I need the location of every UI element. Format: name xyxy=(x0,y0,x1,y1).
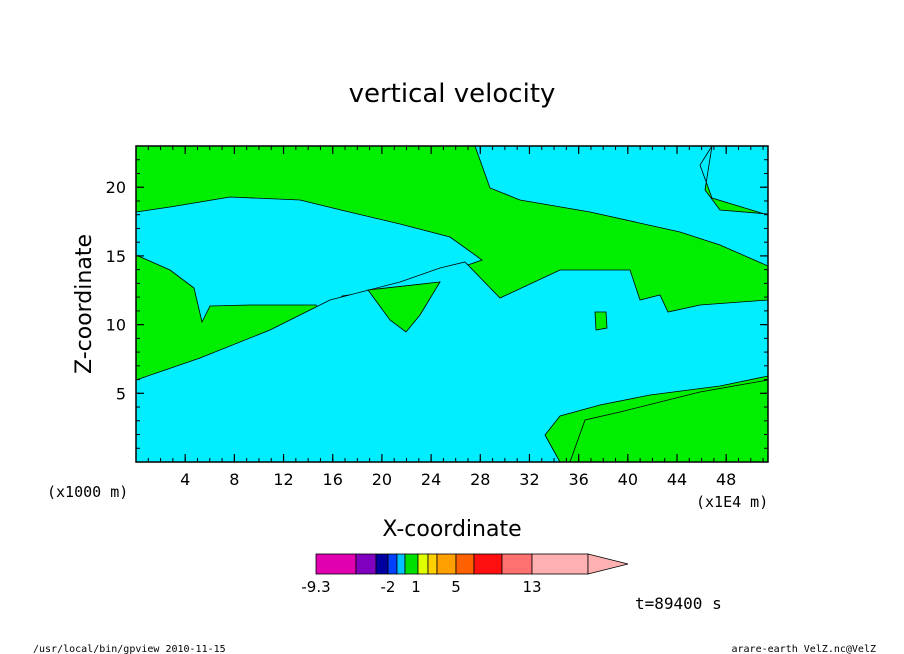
x-tick-label: 8 xyxy=(229,470,239,489)
x-tick-label: 4 xyxy=(180,470,190,489)
x-units-right: (x1E4 m) xyxy=(696,493,768,511)
y-tick-label: 20 xyxy=(106,178,126,197)
footer-right: arare-earth_VelZ.nc@VelZ xyxy=(732,644,877,654)
x-tick-label: 36 xyxy=(568,470,588,489)
x-tick-label: 16 xyxy=(323,470,343,489)
colorbar-tick-label: 5 xyxy=(451,578,461,596)
y-axis-label: Z-coordinate xyxy=(72,234,97,374)
colorbar-segment xyxy=(404,553,419,575)
y-axis: 5 10 15 20 xyxy=(106,159,768,449)
region-green-patch xyxy=(367,281,441,333)
colorbar-arrow xyxy=(587,553,629,575)
y-tick-label: 5 xyxy=(116,384,126,403)
x-tick-label: 28 xyxy=(470,470,490,489)
colorbar-segment xyxy=(417,553,429,575)
colorbar-segment xyxy=(315,553,357,575)
footer-left: /usr/local/bin/gpview 2010-11-15 xyxy=(33,644,226,654)
plot-area xyxy=(135,145,769,463)
y-tick-label: 10 xyxy=(106,316,126,335)
colorbar-segment xyxy=(375,553,389,575)
x-units-left: (x1000 m) xyxy=(47,483,128,501)
colorbar xyxy=(315,553,629,575)
colorbar-segment xyxy=(355,553,377,575)
region-right-top xyxy=(474,145,769,267)
x-tick-label: 24 xyxy=(421,470,441,489)
colorbar-segment xyxy=(396,553,406,575)
x-tick-label: 44 xyxy=(667,470,687,489)
x-tick-label: 32 xyxy=(519,470,539,489)
colorbar-tick-label: 1 xyxy=(411,578,421,596)
colorbar-tick-labels: -9.3 -2 1 5 13 xyxy=(301,578,541,596)
x-axis-label: X-coordinate xyxy=(382,517,521,542)
colorbar-segment xyxy=(473,553,503,575)
colorbar-segment xyxy=(436,553,457,575)
time-label: t=89400 s xyxy=(635,594,722,613)
colorbar-segment xyxy=(387,553,398,575)
region-green-patch xyxy=(594,311,608,331)
x-tick-label: 12 xyxy=(273,470,293,489)
x-axis: 4 8 12 16 20 24 28 32 36 40 44 48 xyxy=(147,146,764,489)
colorbar-segment xyxy=(427,553,438,575)
colorbar-tick-label: -9.3 xyxy=(301,578,330,596)
y-tick-label: 15 xyxy=(106,247,126,266)
colorbar-segment xyxy=(455,553,475,575)
colorbar-tick-label: 13 xyxy=(522,578,541,596)
region-lower-tongue xyxy=(135,261,769,463)
x-tick-label: 48 xyxy=(716,470,736,489)
colorbar-segment xyxy=(531,553,589,575)
x-tick-label: 40 xyxy=(618,470,638,489)
colorbar-tick-label: -2 xyxy=(381,578,396,596)
plot-frame xyxy=(135,145,769,463)
chart-title: vertical velocity xyxy=(349,79,556,109)
x-tick-label: 20 xyxy=(372,470,392,489)
colorbar-segment xyxy=(501,553,533,575)
